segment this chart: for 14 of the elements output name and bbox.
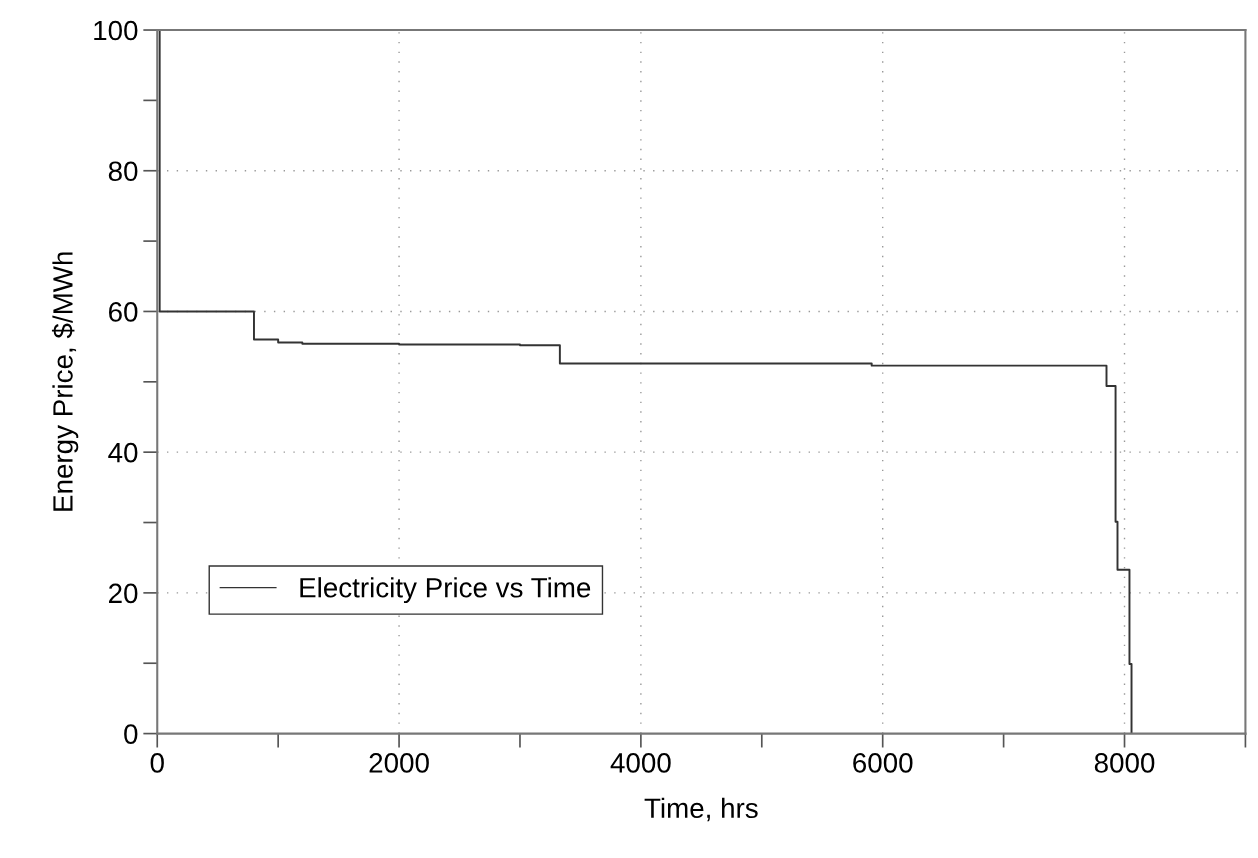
y-tick-label: 0	[124, 724, 138, 744]
x-axis-title: Time, hrs	[644, 797, 758, 822]
y-axis-title: Energy Price, $/MWh	[51, 252, 79, 511]
x-tick-label: 6000	[853, 753, 913, 773]
legend-label: Electricity Price vs Time	[300, 577, 591, 604]
x-tick-label: 8000	[1094, 753, 1155, 773]
x-tick-label: 0	[150, 753, 164, 773]
y-tick-label: 40	[108, 442, 138, 463]
x-tick-label: 2000	[369, 753, 429, 773]
x-tick-label: 4000	[610, 753, 671, 773]
y-tick-label: 60	[109, 302, 138, 322]
y-tick-label: 100	[94, 20, 138, 41]
y-tick-label: 20	[109, 583, 138, 604]
y-tick-label: 80	[108, 161, 138, 182]
